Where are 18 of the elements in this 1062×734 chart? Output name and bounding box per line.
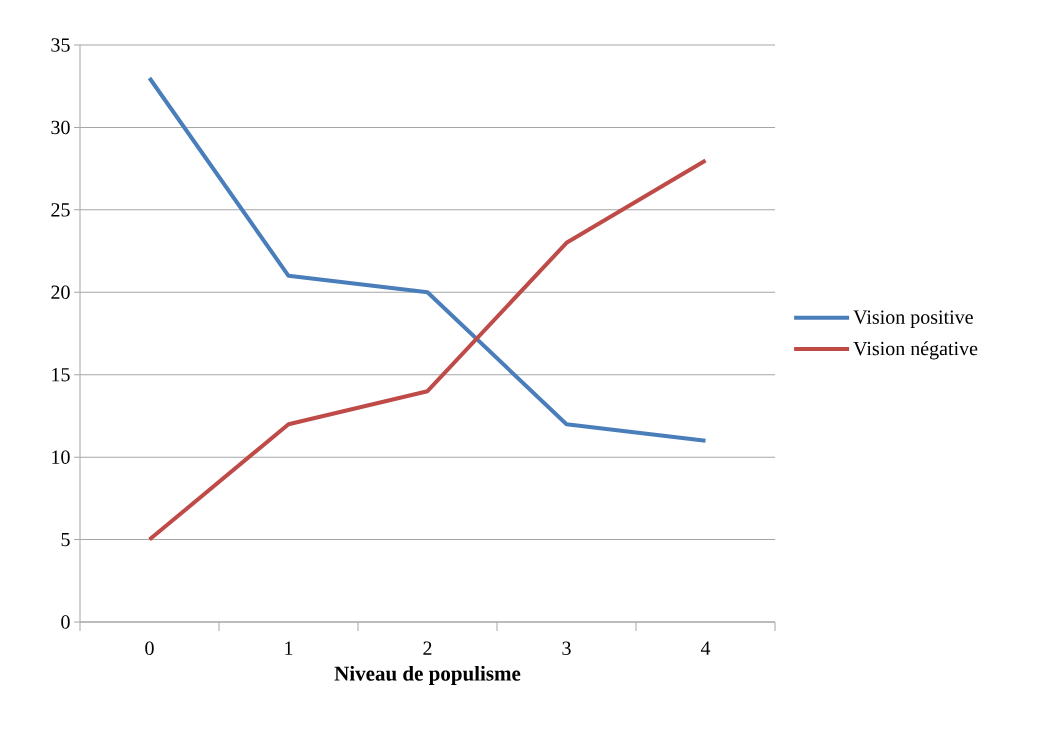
y-tick-label: 25 [51,203,70,217]
legend-label: Vision négative [853,341,978,360]
y-tick-label: 20 [51,285,70,300]
x-tick-label: 3 [562,641,571,655]
y-tick-label: 5 [61,532,70,547]
y-tick-label: 10 [52,450,70,464]
y-tick-label: 35 [51,38,70,52]
y-tick-label: 15 [52,368,70,382]
y-tick-label: 0 [61,615,70,629]
legend-label: Vision positive [853,310,973,328]
x-tick-label: 0 [145,641,154,656]
x-tick-label: 4 [700,641,711,655]
line-series [147,75,708,443]
x-tick-label: 2 [423,641,432,655]
x-axis-title: Niveau de populisme [334,665,521,685]
y-tick-label: 30 [51,120,70,135]
x-tick-label: 1 [285,641,293,655]
line-series [147,158,708,542]
